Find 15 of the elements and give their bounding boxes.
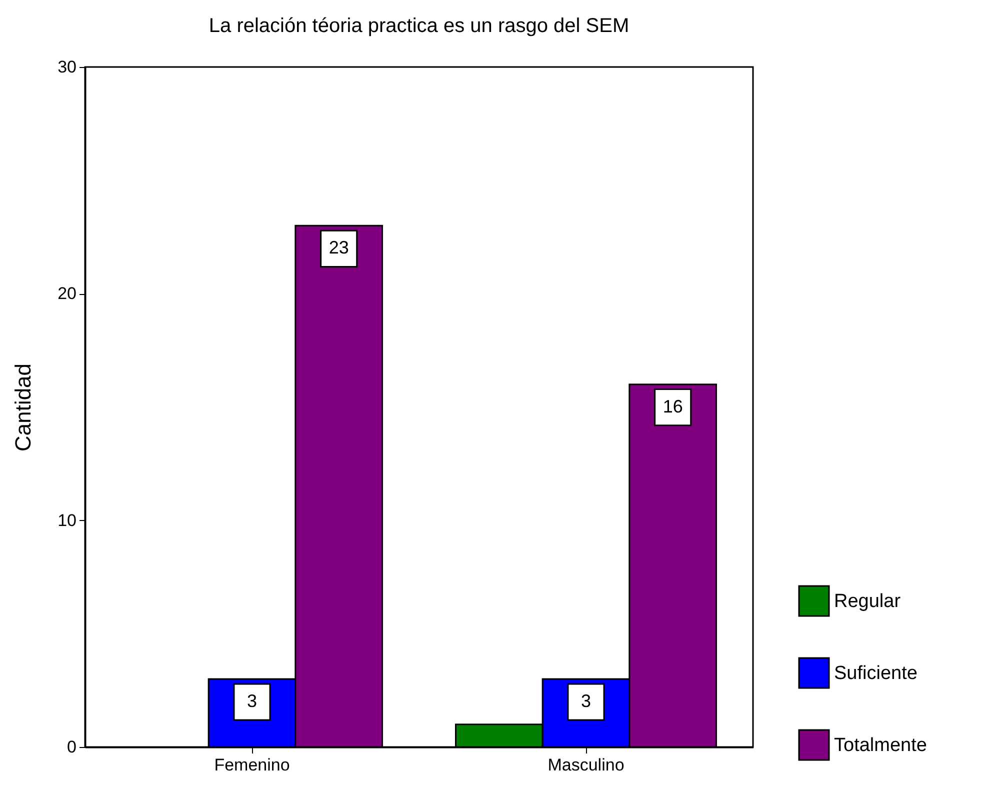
y-tick-label: 0 (67, 738, 76, 756)
data-label: 16 (662, 396, 683, 416)
chart-title: La relación téoria practica es un rasgo del SEM (208, 15, 630, 37)
data-label: 3 (580, 691, 592, 711)
y-tick-label: 10 (58, 510, 76, 530)
data-label: 3 (246, 691, 258, 711)
legend-label: Regular (834, 591, 902, 612)
x-tick-label: Masculino (548, 756, 624, 774)
y-tick-label: 30 (58, 58, 76, 76)
y-tick-label: 20 (58, 284, 76, 304)
y-axis-title: Cantidad (10, 363, 36, 452)
legend-label: Suficiente (834, 663, 918, 684)
data-label: 23 (328, 238, 349, 258)
x-tick-label: Femenino (214, 756, 290, 774)
legend-label: Totalmente (834, 735, 927, 756)
